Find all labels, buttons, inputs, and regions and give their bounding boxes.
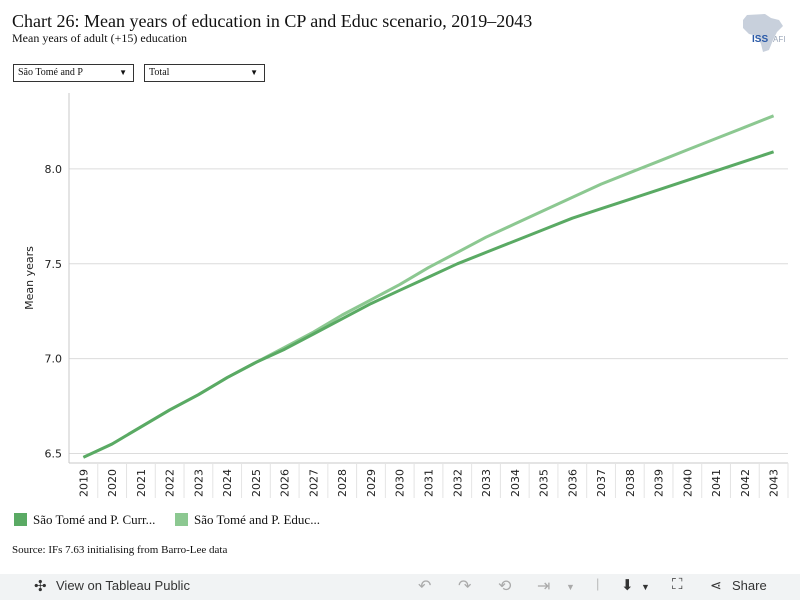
dropdown-arrow-icon: ▼ [250, 68, 258, 77]
download-dropdown-icon[interactable]: ▼ [641, 582, 650, 592]
x-tick-label: 2032 [451, 469, 464, 497]
chart-subtitle: Mean years of adult (+15) education [12, 31, 188, 45]
undo-icon[interactable]: ↶ [418, 578, 432, 595]
y-tick-label: 8.0 [45, 163, 63, 176]
x-tick-label: 2039 [653, 469, 666, 497]
x-tick-label: 2028 [336, 469, 349, 497]
refresh-dropdown-icon[interactable]: ▼ [566, 582, 575, 592]
x-tick-label: 2023 [192, 469, 205, 497]
x-tick-label: 2029 [365, 469, 378, 497]
legend-label-current: São Tomé and P. Curr... [33, 512, 156, 527]
dropdown-arrow-icon: ▼ [119, 68, 127, 77]
x-tick-label: 2020 [106, 469, 119, 497]
x-tick-label: 2042 [739, 469, 752, 497]
series-lines [82, 114, 775, 459]
x-tick-label: 2030 [394, 469, 407, 497]
x-tick-label: 2019 [77, 469, 90, 497]
legend-swatch-educ [175, 513, 188, 526]
sex-filter-dropdown[interactable]: Total ▼ [144, 64, 265, 82]
country-filter-dropdown[interactable]: São Tomé and P ▼ [13, 64, 134, 82]
x-tick-label: 2036 [566, 469, 579, 497]
x-tick-label: 2026 [279, 469, 292, 497]
toolbar-divider: | [596, 576, 600, 591]
svg-text:ISS: ISS [752, 34, 768, 45]
x-tick-label: 2033 [480, 469, 493, 497]
y-tick-label: 6.5 [45, 448, 63, 461]
share-button[interactable]: Share [732, 578, 767, 593]
x-tick-label: 2040 [681, 469, 694, 497]
iss-africa-logo: ISS AFI [743, 14, 785, 52]
view-on-tableau-link[interactable]: View on Tableau Public [56, 578, 190, 593]
x-tick-label: 2022 [164, 469, 177, 497]
x-tick-label: 2034 [509, 469, 522, 497]
x-ticks: 2019 2020 2021 2022 2023 2024 2025 2026 2027 2028… [77, 463, 789, 498]
x-tick-label: 2035 [538, 469, 551, 497]
redo-icon[interactable]: ↷ [458, 578, 472, 595]
legend-item-current[interactable]: São Tomé and P. Curr... [14, 512, 155, 528]
x-tick-label: 2043 [768, 469, 781, 497]
source-note: Source: IFs 7.63 initialising from Barro… [12, 544, 228, 556]
gridlines [69, 168, 788, 455]
y-ticks: 6.5 7.0 7.5 8.0 [45, 163, 63, 461]
chart-title: Chart 26: Mean years of education in CP … [12, 11, 533, 31]
tableau-toolbar: ✣ View on Tableau Public ↶ ↷ ⟲ ⇥ ▼ | ⬇ ▼… [0, 574, 800, 600]
svg-text:AFI: AFI [773, 35, 785, 44]
series-line-current[interactable] [82, 150, 775, 459]
x-tick-label: 2025 [250, 469, 263, 497]
legend-item-educ[interactable]: São Tomé and P. Educ... [175, 512, 320, 528]
download-icon[interactable]: ⬇ [621, 577, 634, 594]
tableau-logo-icon[interactable]: ✣ [34, 578, 47, 595]
series-line-educ[interactable] [82, 114, 775, 459]
line-chart: 6.5 7.0 7.5 8.0 2019 2020 2021 2022 2023 2024 202… [23, 93, 789, 498]
fullscreen-icon[interactable]: ⛶ [672, 576, 683, 593]
x-tick-label: 2038 [624, 469, 637, 497]
legend-label-educ: São Tomé and P. Educ... [194, 512, 320, 527]
x-tick-label: 2041 [710, 469, 723, 497]
y-tick-label: 7.0 [45, 353, 63, 366]
x-tick-label: 2024 [221, 469, 234, 497]
country-filter-value: São Tomé and P [18, 67, 83, 78]
revert-icon[interactable]: ⟲ [498, 578, 512, 595]
refresh-icon[interactable]: ⇥ [537, 578, 551, 595]
y-axis-title: Mean years [23, 246, 36, 310]
legend-swatch-current [14, 513, 27, 526]
x-tick-label: 2021 [135, 469, 148, 497]
x-tick-label: 2027 [307, 469, 320, 497]
x-tick-label: 2031 [423, 469, 436, 497]
y-tick-label: 7.5 [45, 258, 63, 271]
x-tick-label: 2037 [595, 469, 608, 497]
sex-filter-value: Total [149, 67, 170, 78]
share-icon[interactable]: ⋖ [710, 577, 722, 593]
